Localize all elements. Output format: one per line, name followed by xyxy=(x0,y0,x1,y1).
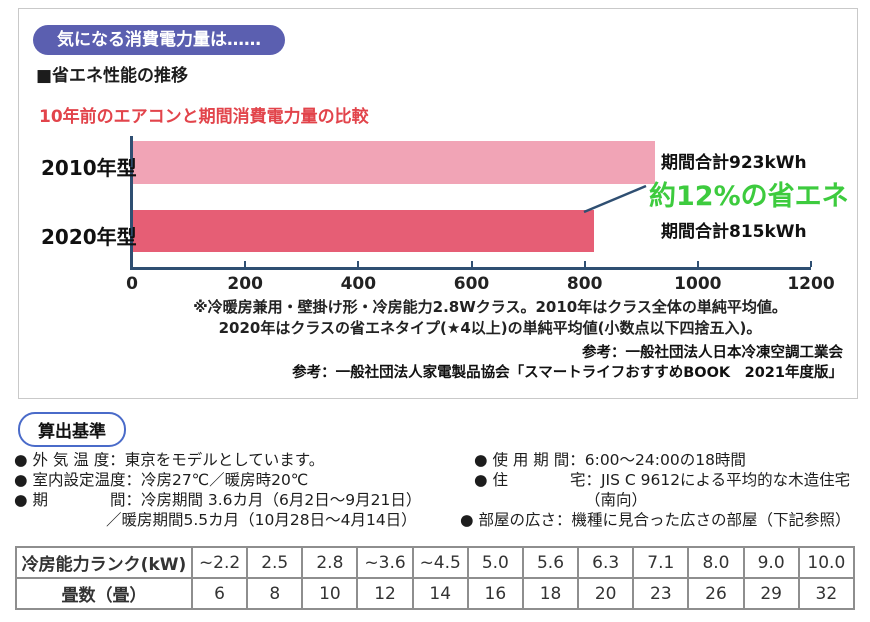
criteria-item-room-size: ● 部屋の広さ：機種に見合った広さの部屋（下記参照） xyxy=(460,511,851,529)
table-cell: 18 xyxy=(521,577,580,610)
tick-mark xyxy=(470,261,473,267)
chart-y-axis xyxy=(130,136,133,270)
section-heading: ■省エネ性能の推移 xyxy=(36,66,189,86)
criteria-item-housing-cont: （南向） xyxy=(585,491,648,509)
table-cell: 12 xyxy=(356,577,414,610)
footnote-line: 2020年はクラスの省エネタイプ(★4以上)の単純平均値(小数点以下四捨五入)。 xyxy=(218,319,762,337)
table-cell: 9.0 xyxy=(742,546,800,579)
chart-title: 10年前のエアコンと期間消費電力量の比較 xyxy=(39,107,369,127)
table-cell: 10.0 xyxy=(797,546,856,579)
criteria-title-pill: 算出基準 xyxy=(18,412,126,447)
tick-mark xyxy=(131,261,133,267)
tick-mark xyxy=(244,261,247,267)
tick-label: 200 xyxy=(227,274,263,294)
footnote-line: ※冷暖房兼用・壁掛け形・冷房能力2.8Wクラス。2010年はクラス全体の単純平均… xyxy=(193,298,787,316)
capacity-table-wrap: 冷房能力ランク(kW) ~2.2 2.5 2.8 ~3.6 ~4.5 5.0 5.6 6.3 7.… xyxy=(15,546,856,610)
chart-x-axis xyxy=(130,267,811,270)
capacity-table: 冷房能力ランク(kW) ~2.2 2.5 2.8 ~3.6 ~4.5 5.0 5.6 6.3 7.… xyxy=(15,546,856,610)
table-cell: ~2.2 xyxy=(190,546,249,579)
tick-mark xyxy=(357,261,360,267)
energy-chart-panel: 気になる消費電力量は…… ■省エネ性能の推移 10年前のエアコンと期間消費電力量… xyxy=(18,8,858,399)
tick-mark xyxy=(696,261,699,267)
table-cell: 14 xyxy=(411,577,469,610)
tick-mark xyxy=(810,261,812,267)
chart-footnotes: ※冷暖房兼用・壁掛け形・冷房能力2.8Wクラス。2010年はクラス全体の単純平均… xyxy=(137,297,843,339)
category-label-2020: 2020年型 xyxy=(41,225,137,249)
total-label-2020: 期間合計815kWh xyxy=(661,222,807,242)
table-cell: 2.5 xyxy=(246,546,304,579)
table-cell: 6 xyxy=(190,577,249,610)
table-row: 冷房能力ランク(kW) ~2.2 2.5 2.8 ~3.6 ~4.5 5.0 5.6 6.3 7.… xyxy=(15,546,856,579)
bar-2010 xyxy=(133,141,655,184)
bar-2020 xyxy=(133,210,594,252)
table-cell: 32 xyxy=(797,577,856,610)
table-cell: ~4.5 xyxy=(411,546,469,579)
criteria-item-indoor-temp: ● 室内設定温度：冷房27℃／暖房時20℃ xyxy=(14,471,309,489)
comparison-connector-line xyxy=(583,184,647,214)
table-cell: 8.0 xyxy=(687,546,745,579)
criteria-item-period: ● 期 間：冷房期間 3.6カ月（6月2日～9月21日） xyxy=(14,491,422,509)
table-cell: 7.1 xyxy=(632,546,690,579)
table-cell: 29 xyxy=(742,577,800,610)
table-cell: 10 xyxy=(301,577,359,610)
table-cell: 5.6 xyxy=(521,546,580,579)
table-cell: 6.3 xyxy=(577,546,635,579)
criteria-item-outdoor-temp: ● 外 気 温 度：東京をモデルとしています。 xyxy=(14,451,325,469)
tick-mark xyxy=(583,261,586,267)
chart-references: 参考：一般社団法人日本冷凍空調工業会 参考：一般社団法人家電製品協会「スマートラ… xyxy=(292,343,843,383)
reference-line: 参考：一般社団法人家電製品協会「スマートライフおすすめBOOK 2021年度版」 xyxy=(292,365,843,381)
table-cell: 20 xyxy=(577,577,635,610)
tick-label: 1200 xyxy=(787,274,835,294)
savings-annotation: 約12%の省エネ xyxy=(649,181,849,212)
tick-label: 1000 xyxy=(674,274,722,294)
table-cell: 23 xyxy=(632,577,690,610)
table-cell: 8 xyxy=(246,577,304,610)
table-cell: 2.8 xyxy=(301,546,359,579)
tick-label: 0 xyxy=(126,274,138,294)
table-row: 畳数（畳） 6 8 10 12 14 16 18 20 23 26 29 32 xyxy=(15,577,856,610)
tick-label: 800 xyxy=(566,274,603,294)
criteria-item-usage-hours: ● 使 用 期 間：6:00～24:00の18時間 xyxy=(474,451,746,469)
category-label-2010: 2010年型 xyxy=(41,156,137,180)
title-badge: 気になる消費電力量は…… xyxy=(33,25,285,55)
tick-label: 600 xyxy=(453,274,490,294)
total-label-2010: 期間合計923kWh xyxy=(661,153,807,173)
criteria-item-housing: ● 住 宅：JIS C 9612による平均的な木造住宅 xyxy=(474,471,851,489)
table-row-label: 冷房能力ランク(kW) xyxy=(15,546,193,579)
reference-line: 参考：一般社団法人日本冷凍空調工業会 xyxy=(582,345,843,361)
table-cell: 5.0 xyxy=(466,546,524,579)
tick-label: 400 xyxy=(340,274,377,294)
table-row-label: 畳数（畳） xyxy=(15,577,193,610)
criteria-item-period-cont: ／暖房期間5.5カ月（10月28日～4月14日） xyxy=(106,511,417,529)
table-cell: ~3.6 xyxy=(356,546,414,579)
table-cell: 26 xyxy=(687,577,745,610)
table-cell: 16 xyxy=(466,577,524,610)
